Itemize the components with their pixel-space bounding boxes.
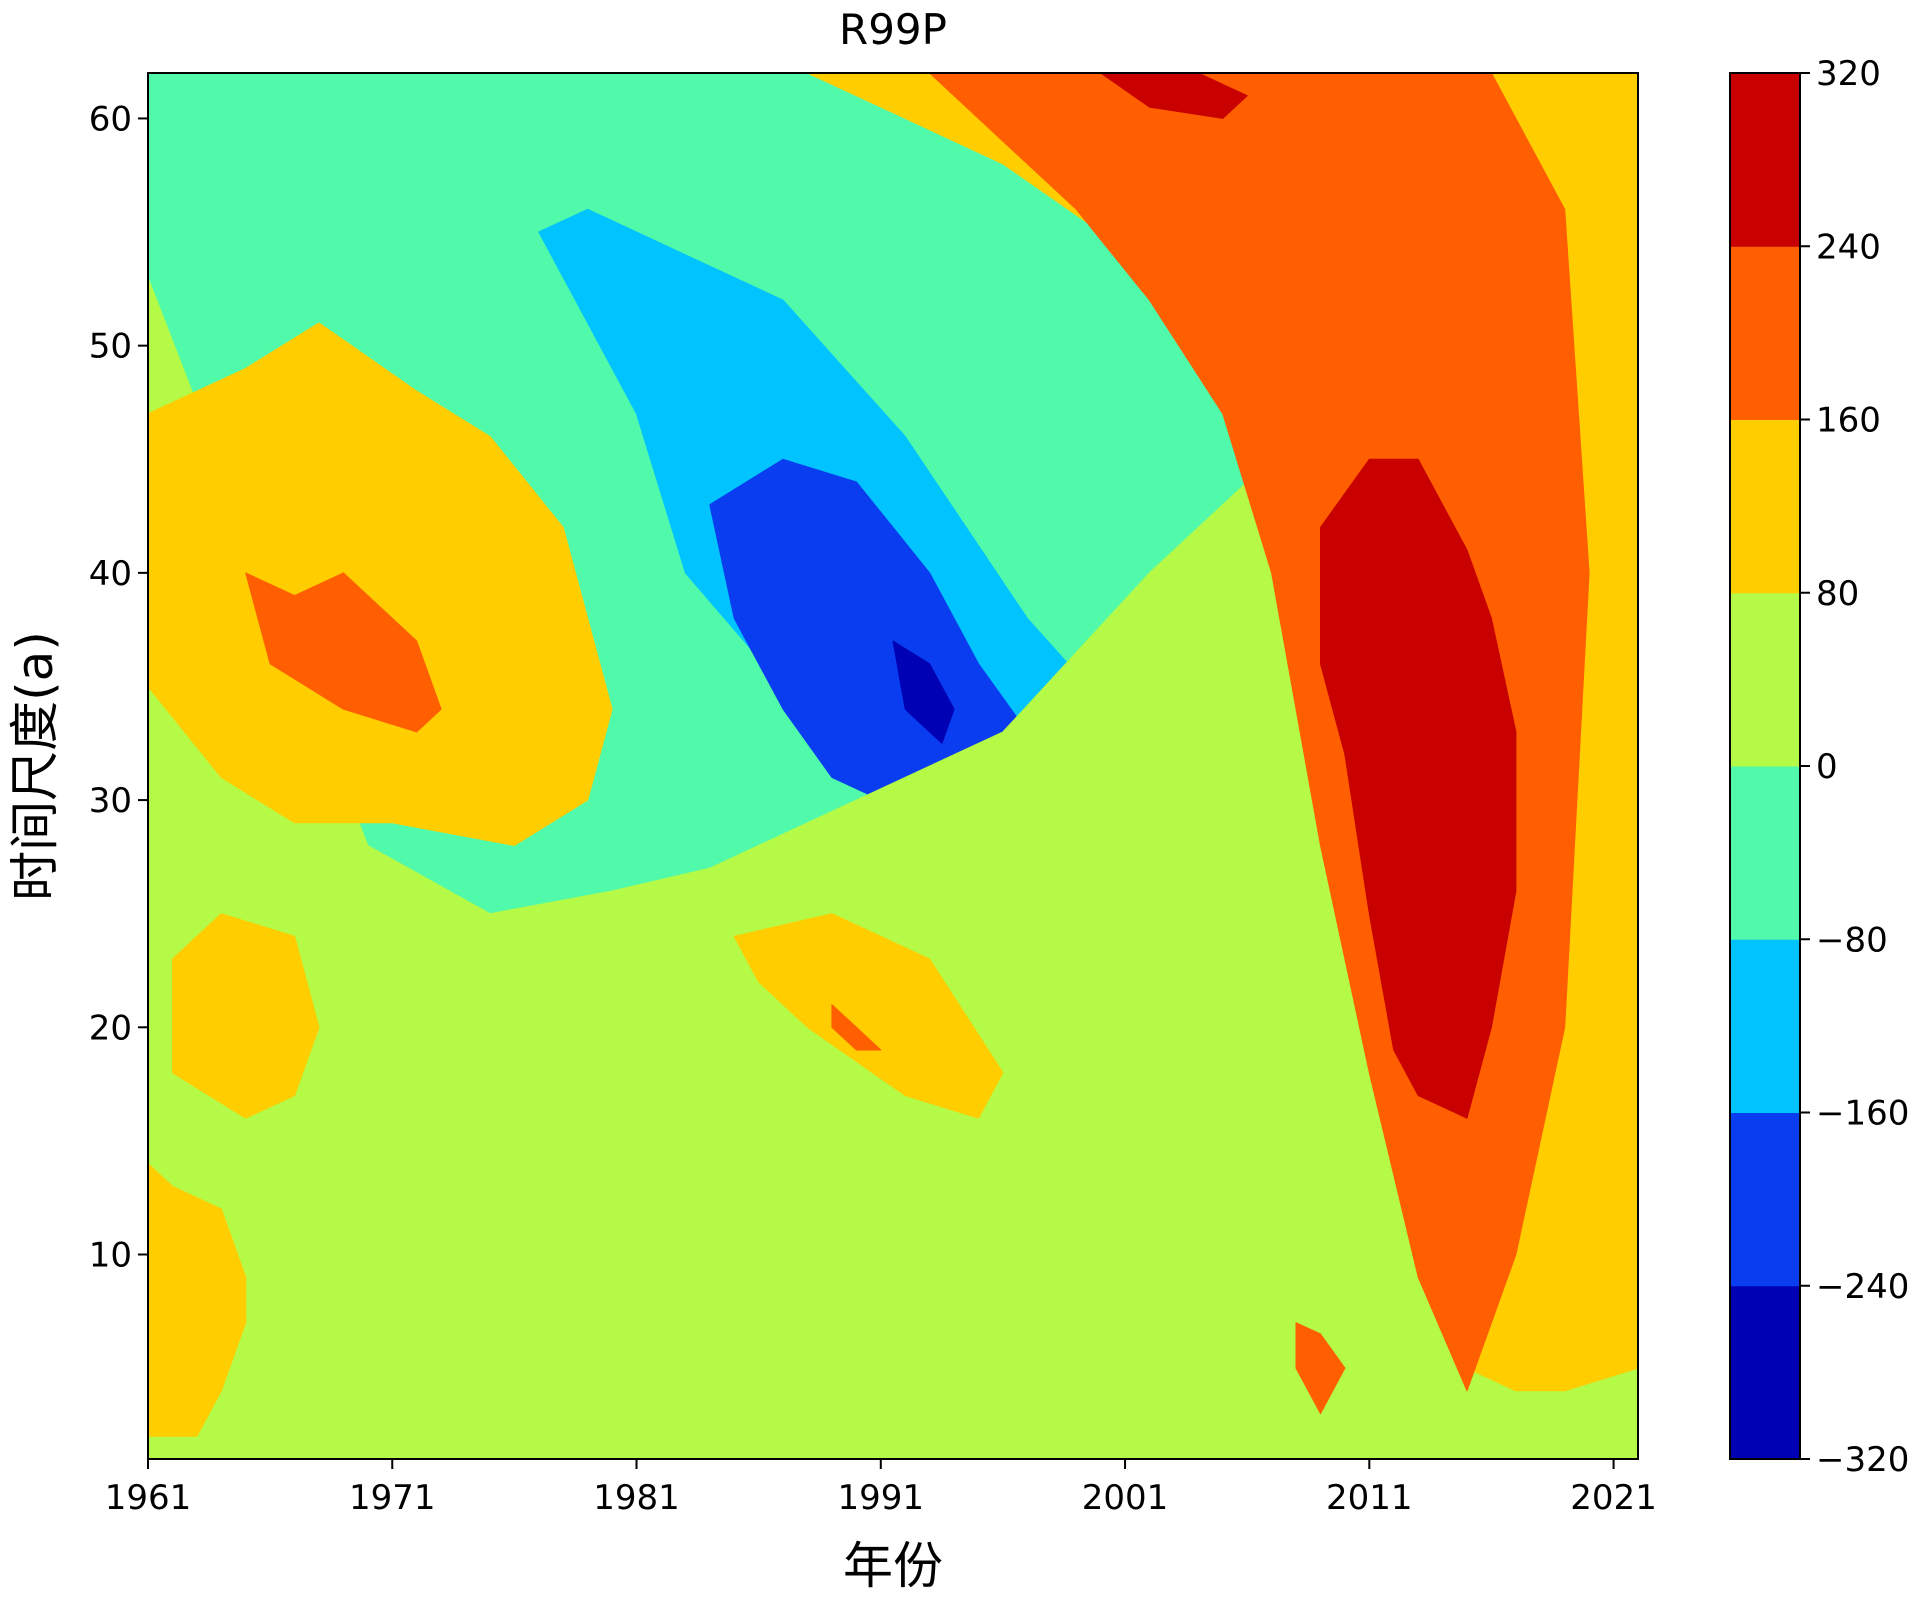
colorbar-tick-label: 320	[1816, 54, 1881, 94]
contour-region-11	[171, 913, 320, 1119]
contour-region-15	[245, 572, 442, 733]
y-tick-label: 30	[89, 781, 132, 821]
y-tick-label: 20	[89, 1008, 132, 1048]
y-axis: 10 20 30 40 50 60	[89, 99, 148, 1276]
colorbar-tick-label: 80	[1816, 574, 1859, 614]
colorbar-swatch	[1730, 73, 1800, 247]
colorbar-tick-label: −160	[1816, 1094, 1909, 1134]
y-axis-label: 时间尺度(a)	[6, 631, 64, 901]
contour-region-8	[148, 73, 1638, 1459]
colorbar-tick-label: 0	[1816, 747, 1838, 787]
colorbar-swatch	[1730, 766, 1800, 940]
contour-region-17	[1295, 1322, 1346, 1415]
contour-region-10	[148, 1163, 247, 1437]
x-tick-label: 1961	[105, 1478, 192, 1518]
y-tick-label: 40	[89, 554, 132, 594]
colorbar-swatch	[1730, 592, 1800, 767]
x-tick-label: 2021	[1570, 1478, 1657, 1518]
y-tick-label: 10	[89, 1236, 132, 1276]
x-tick-label: 1981	[593, 1478, 680, 1518]
x-tick-label: 2011	[1326, 1478, 1413, 1518]
colorbar-tick-label: 160	[1816, 401, 1881, 441]
contour-region-16	[831, 1004, 882, 1051]
colorbar-swatch	[1730, 1285, 1800, 1460]
colorbar-swatch	[1730, 419, 1800, 594]
x-tick-label: 2001	[1082, 1478, 1169, 1518]
colorbar-tick-label: −320	[1816, 1440, 1909, 1480]
contour-region-9	[148, 322, 613, 846]
plot-frame	[147, 72, 1639, 1460]
contour-region-3	[892, 640, 955, 744]
colorbar-tick-label: 240	[1816, 227, 1881, 267]
contour-regions	[148, 73, 1638, 1459]
colorbar-tick-label: −240	[1816, 1267, 1909, 1307]
contour-region-19	[1320, 458, 1517, 1119]
contour-region-12	[733, 913, 1004, 1119]
chart-title: R99P	[839, 5, 947, 54]
colorbar-swatch	[1730, 939, 1800, 1113]
contour-region-18	[1100, 73, 1248, 119]
colorbar-swatch	[1730, 1112, 1800, 1287]
x-tick-label: 1971	[349, 1478, 436, 1518]
colorbar-tick-label: −80	[1816, 920, 1888, 960]
colorbar-swatch	[1730, 246, 1800, 420]
y-tick-label: 50	[89, 327, 132, 367]
x-axis: 1961 1971 1981 1991 2001 2011 2021	[105, 1459, 1657, 1518]
x-axis-label: 年份	[843, 1537, 943, 1595]
colorbar: −320 −240 −160 −80 0 80 160 240 320	[1729, 54, 1909, 1480]
y-tick-label: 60	[89, 99, 132, 139]
plot-area	[147, 72, 1639, 1460]
x-tick-label: 1991	[838, 1478, 925, 1518]
